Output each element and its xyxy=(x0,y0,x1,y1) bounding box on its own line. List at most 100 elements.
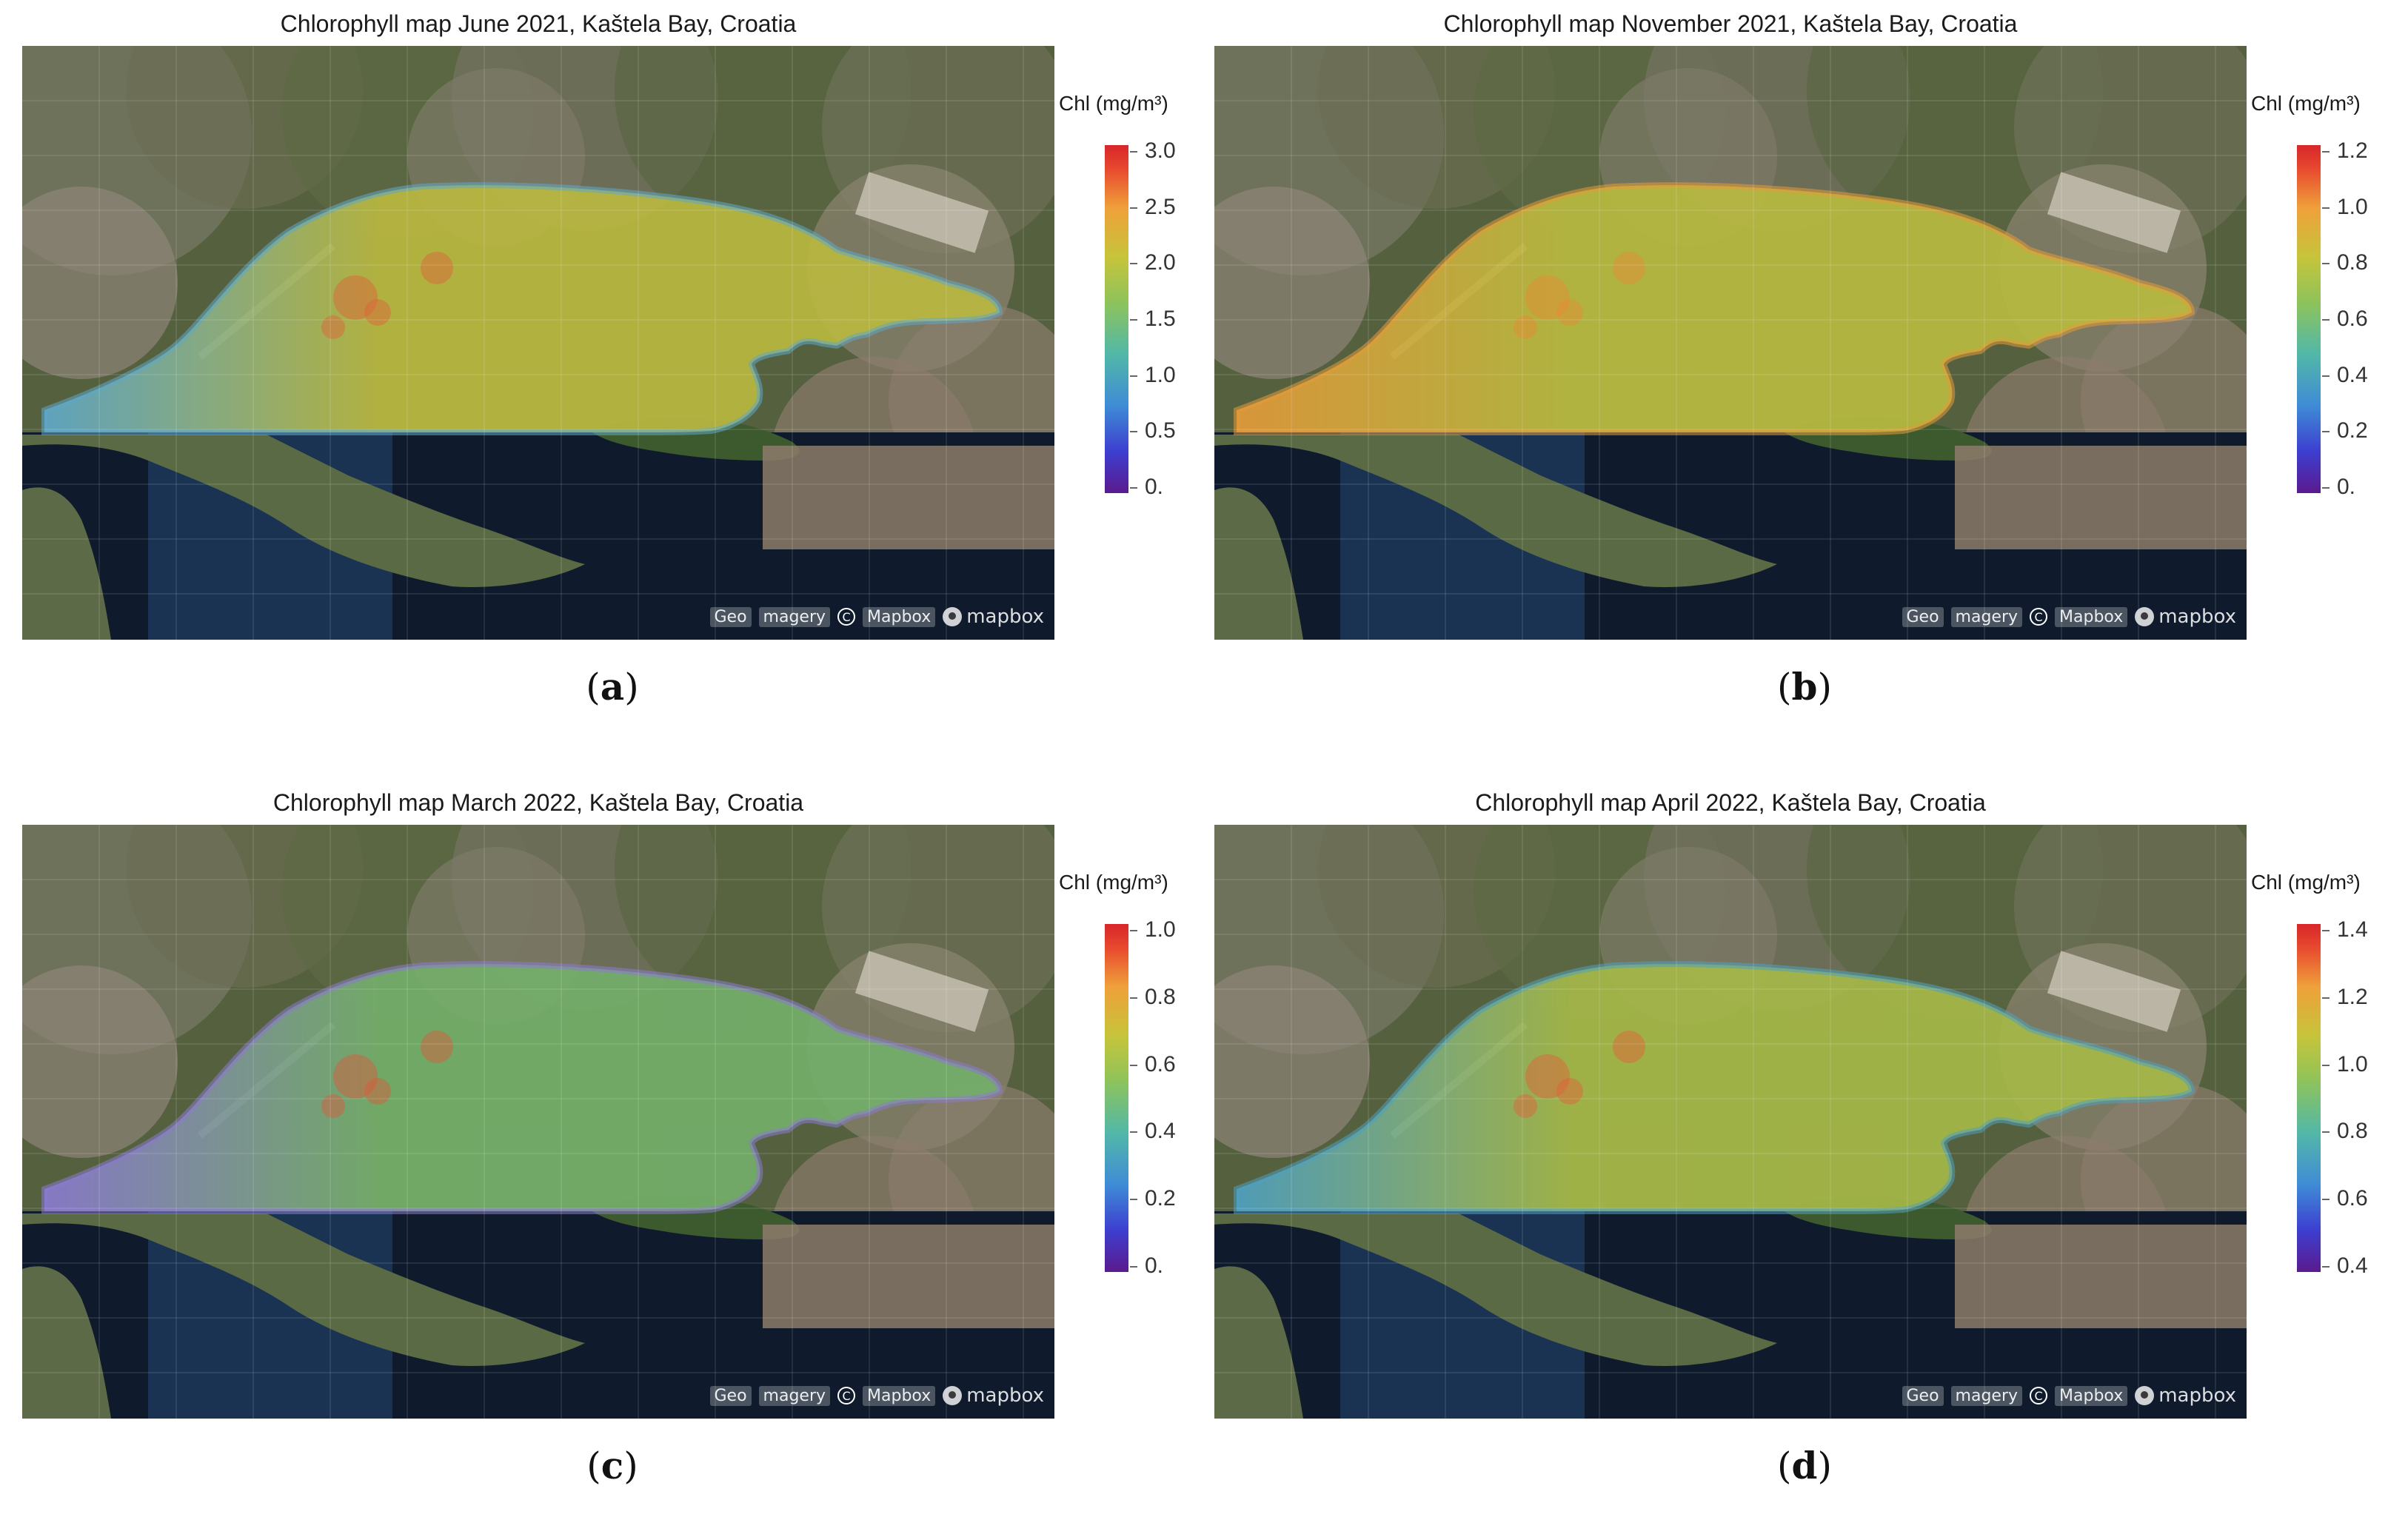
panel-d: Chlorophyll map April 2022, Kaštela Bay,… xyxy=(1192,779,2368,1487)
overlay-edge xyxy=(1234,182,2195,436)
map-title: Chlorophyll map March 2022, Kaštela Bay,… xyxy=(272,789,804,816)
city-area xyxy=(1955,1225,2247,1328)
attribution-geo: Geo xyxy=(709,1385,752,1406)
chlorophyll-hotspot xyxy=(333,275,378,320)
legend-tick: 3.0 xyxy=(1130,138,1176,163)
legend-colorbar xyxy=(2297,924,2321,1272)
legend-title: Chl (mg/m³) xyxy=(1059,871,1168,894)
copyright-icon[interactable]: C xyxy=(837,608,856,626)
attribution-mapbox: Mapbox xyxy=(863,606,936,627)
legend-title: Chl (mg/m³) xyxy=(2251,92,2361,115)
panel-c: Chlorophyll map March 2022, Kaštela Bay,… xyxy=(0,779,1176,1487)
attribution-imagery: magery xyxy=(1950,1385,2023,1406)
mapbox-logo[interactable]: mapbox xyxy=(2135,1385,2236,1407)
west-coastline xyxy=(1214,487,1303,640)
panel-caption: (a) xyxy=(586,665,639,709)
city-area xyxy=(763,1225,1054,1328)
legend-tick: 0.4 xyxy=(1130,1119,1176,1144)
color-legend: Chl (mg/m³) 1.2 1.0 0.8 0.6 0.4 0.2 0. xyxy=(2251,92,2399,506)
legend-tick: 1.0 xyxy=(2322,194,2368,219)
panel-caption: (d) xyxy=(1777,1444,1832,1487)
legend-tick: 1.2 xyxy=(2322,138,2368,163)
satellite-chlorophyll-map xyxy=(1214,46,2247,640)
chlorophyll-hotspot xyxy=(1556,1078,1583,1105)
map-attribution: Geo magery C Mapbox mapbox xyxy=(709,1385,1044,1407)
satellite-chlorophyll-map xyxy=(22,46,1054,640)
mapbox-logo-text: mapbox xyxy=(966,606,1044,628)
copyright-icon[interactable]: C xyxy=(837,1387,856,1405)
panel-caption: (c) xyxy=(586,1444,638,1487)
quarry-patch xyxy=(2047,172,2181,253)
color-legend: Chl (mg/m³) 1.4 1.2 1.0 0.8 0.6 0.4 xyxy=(2251,871,2399,1285)
mapbox-logo[interactable]: mapbox xyxy=(943,1385,1044,1407)
legend-tick: 2.5 xyxy=(1130,194,1176,219)
legend-colorbar xyxy=(2297,145,2321,493)
panel-a: Chlorophyll map June 2021, Kaštela Bay, … xyxy=(0,0,1176,709)
map-view[interactable]: Geo magery C Mapbox mapbox xyxy=(1214,46,2247,640)
city-area xyxy=(763,446,1054,549)
map-view[interactable]: Geo magery C Mapbox mapbox xyxy=(1214,825,2247,1419)
legend-tick: 0.4 xyxy=(2322,362,2368,387)
attribution-imagery: magery xyxy=(1950,606,2023,627)
attribution-imagery: magery xyxy=(758,1385,831,1406)
mapbox-logo-icon xyxy=(943,607,963,626)
mapbox-logo[interactable]: mapbox xyxy=(2135,606,2236,628)
peninsula-land xyxy=(22,435,585,587)
panel-caption: (b) xyxy=(1777,665,1832,709)
copyright-icon[interactable]: C xyxy=(2030,608,2048,626)
attribution-imagery: magery xyxy=(758,606,831,627)
legend-tick: 0. xyxy=(1129,475,1164,499)
legend-title: Chl (mg/m³) xyxy=(1059,92,1168,115)
copyright-icon[interactable]: C xyxy=(2030,1387,2048,1405)
chlorophyll-hotspot xyxy=(1514,315,1537,339)
chlorophyll-hotspot xyxy=(333,1054,378,1099)
chlorophyll-hotspot xyxy=(1613,1031,1645,1063)
map-title: Chlorophyll map June 2021, Kaštela Bay, … xyxy=(280,10,797,37)
mapbox-logo-text: mapbox xyxy=(2158,606,2236,628)
map-view[interactable]: Geo magery C Mapbox mapbox xyxy=(22,825,1054,1419)
satellite-chlorophyll-map xyxy=(1214,825,2247,1419)
chlorophyll-overlay xyxy=(44,964,1000,1211)
legend-tick: 0.6 xyxy=(2322,307,2368,331)
map-title: Chlorophyll map April 2022, Kaštela Bay,… xyxy=(1475,789,1986,816)
chlorophyll-hotspot xyxy=(321,315,345,339)
legend-tick: 0. xyxy=(1129,1253,1164,1278)
legend-tick: 0.8 xyxy=(2322,250,2368,275)
mapbox-logo-icon xyxy=(2135,607,2155,626)
map-view[interactable]: Geo magery C Mapbox mapbox xyxy=(22,46,1054,640)
chlorophyll-hotspot xyxy=(364,1078,391,1105)
legend-colorbar xyxy=(1105,924,1128,1272)
west-coastline xyxy=(22,1266,111,1419)
legend-tick: 0.6 xyxy=(1130,1051,1176,1077)
chlorophyll-hotspot xyxy=(1556,299,1583,326)
chlorophyll-overlay xyxy=(1237,185,2192,432)
chlorophyll-hotspot xyxy=(1514,1094,1537,1118)
legend-tick: 0.6 xyxy=(2322,1186,2368,1211)
chlorophyll-hotspot xyxy=(1525,275,1570,320)
legend-tick: 1.4 xyxy=(2322,917,2368,942)
attribution-mapbox: Mapbox xyxy=(2055,606,2128,627)
quarry-patch xyxy=(854,172,989,253)
legend-tick: 0.8 xyxy=(2322,1119,2368,1144)
terrain-patch xyxy=(1214,187,1370,379)
mapbox-logo-text: mapbox xyxy=(966,1385,1044,1407)
color-legend: Chl (mg/m³) 1.0 0.8 0.6 0.4 0.2 0. xyxy=(1059,871,1207,1285)
legend-tick: 1.0 xyxy=(1130,362,1176,387)
chlorophyll-hotspot xyxy=(1525,1054,1570,1099)
chlorophyll-overlay xyxy=(1237,964,2192,1211)
mapbox-logo-icon xyxy=(2135,1386,2155,1405)
chlorophyll-hotspot xyxy=(364,299,391,326)
legend-colorbar xyxy=(1105,145,1128,493)
satellite-chlorophyll-map xyxy=(22,825,1054,1419)
legend-title: Chl (mg/m³) xyxy=(2251,871,2361,894)
mapbox-logo[interactable]: mapbox xyxy=(943,606,1044,628)
panel-b: Chlorophyll map November 2021, Kaštela B… xyxy=(1192,0,2368,709)
attribution-geo: Geo xyxy=(709,606,752,627)
color-legend: Chl (mg/m³) 3.0 2.5 2.0 1.5 1.0 0.5 0. xyxy=(1059,92,1207,506)
legend-tick: 0.4 xyxy=(2322,1253,2368,1278)
legend-tick: 1.2 xyxy=(2322,984,2368,1009)
west-coastline xyxy=(22,487,111,640)
overlay-edge xyxy=(41,961,1003,1214)
chlorophyll-hotspot xyxy=(1613,252,1645,284)
legend-tick: 1.5 xyxy=(1130,307,1176,331)
